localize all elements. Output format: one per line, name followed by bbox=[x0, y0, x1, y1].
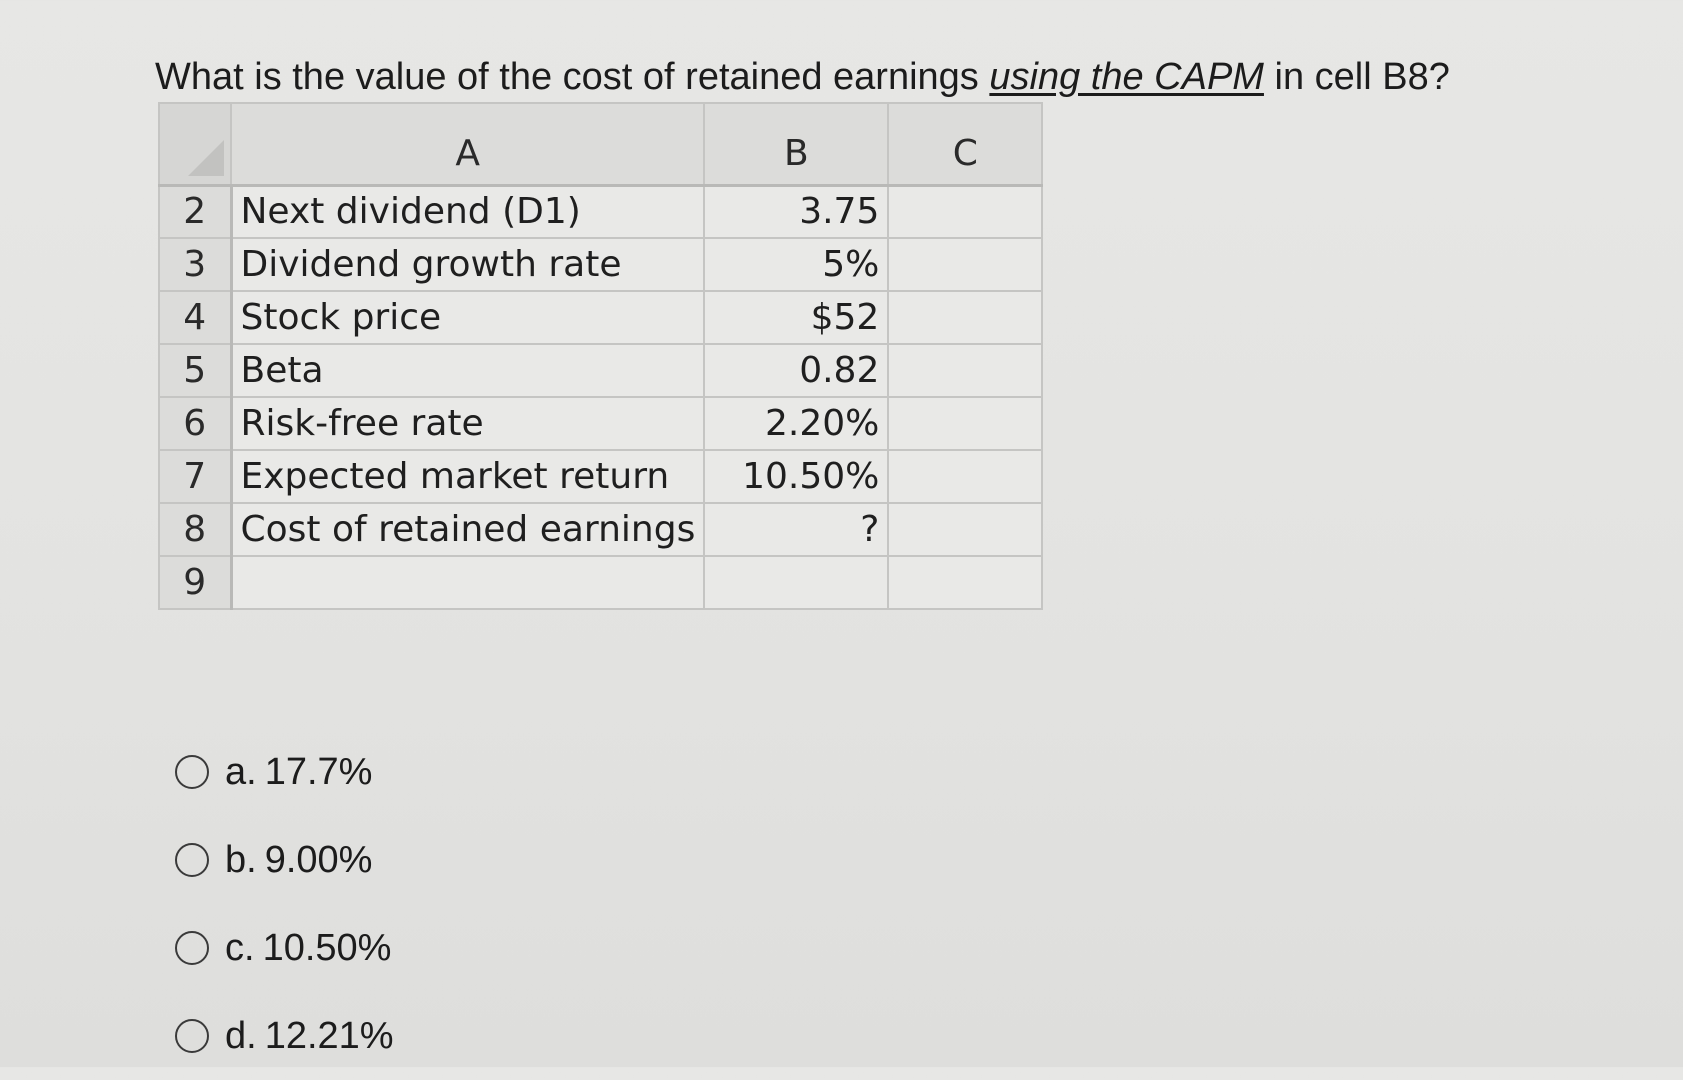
option-text: 10.50% bbox=[262, 926, 392, 969]
cell-c9[interactable] bbox=[887, 555, 1044, 610]
cell-b7[interactable]: 10.50% bbox=[703, 449, 890, 504]
row-number[interactable]: 3 bbox=[158, 237, 233, 292]
option-a[interactable]: a. 17.7% bbox=[175, 728, 394, 816]
cell-b5[interactable]: 0.82 bbox=[703, 343, 890, 398]
cell-a9[interactable] bbox=[229, 555, 706, 610]
cell-b9[interactable] bbox=[703, 555, 890, 610]
spreadsheet-table: A B C 2 Next dividend (D1) 3.75 3 Divide… bbox=[158, 102, 1044, 610]
question-text-end: in cell B8? bbox=[1263, 56, 1450, 98]
cell-c8[interactable] bbox=[887, 502, 1044, 557]
radio-button-icon[interactable] bbox=[175, 931, 209, 965]
cell-c5[interactable] bbox=[887, 343, 1044, 398]
column-header-a[interactable]: A bbox=[229, 102, 706, 187]
answer-options: a. 17.7% b. 9.00% c. 10.50% d. 12.21% bbox=[175, 728, 394, 1080]
column-header-row: A B C bbox=[158, 102, 1044, 187]
cell-b6[interactable]: 2.20% bbox=[703, 396, 890, 451]
select-all-corner[interactable] bbox=[158, 102, 232, 187]
radio-button-icon[interactable] bbox=[175, 843, 209, 877]
row-number[interactable]: 4 bbox=[158, 290, 233, 345]
cell-c4[interactable] bbox=[887, 290, 1044, 345]
cell-b2[interactable]: 3.75 bbox=[703, 184, 890, 239]
option-letter: d. bbox=[225, 1014, 257, 1057]
question-emphasis: using the CAPM bbox=[989, 56, 1264, 98]
option-letter: c. bbox=[225, 926, 255, 969]
option-letter: a. bbox=[225, 750, 257, 793]
column-header-c[interactable]: C bbox=[887, 102, 1044, 187]
row-number[interactable]: 9 bbox=[158, 555, 233, 610]
cell-c2[interactable] bbox=[887, 184, 1044, 239]
table-row: 5 Beta 0.82 bbox=[158, 343, 1044, 398]
cell-a6[interactable]: Risk-free rate bbox=[229, 396, 706, 451]
cell-a2[interactable]: Next dividend (D1) bbox=[229, 184, 706, 239]
cell-a5[interactable]: Beta bbox=[229, 343, 706, 398]
question-text: What is the value of the cost of retaine… bbox=[155, 50, 1450, 104]
table-row: 2 Next dividend (D1) 3.75 bbox=[158, 184, 1044, 239]
option-b[interactable]: b. 9.00% bbox=[175, 816, 394, 904]
table-row: 4 Stock price $52 bbox=[158, 290, 1044, 345]
row-number[interactable]: 8 bbox=[158, 502, 233, 557]
cell-c6[interactable] bbox=[887, 396, 1044, 451]
table-row: 6 Risk-free rate 2.20% bbox=[158, 396, 1044, 451]
option-text: 17.7% bbox=[264, 750, 373, 793]
option-c[interactable]: c. 10.50% bbox=[175, 904, 394, 992]
cell-b4[interactable]: $52 bbox=[703, 290, 890, 345]
table-row: 8 Cost of retained earnings ? bbox=[158, 502, 1044, 557]
cell-a3[interactable]: Dividend growth rate bbox=[229, 237, 706, 292]
row-number[interactable]: 5 bbox=[158, 343, 233, 398]
option-d[interactable]: d. 12.21% bbox=[175, 992, 394, 1080]
cell-c3[interactable] bbox=[887, 237, 1044, 292]
question-text-start: What is the value of the cost of retaine… bbox=[155, 56, 990, 98]
row-number[interactable]: 2 bbox=[158, 184, 233, 239]
option-text: 12.21% bbox=[264, 1014, 394, 1057]
table-row: 9 bbox=[158, 555, 1044, 610]
table-row: 7 Expected market return 10.50% bbox=[158, 449, 1044, 504]
option-text: 9.00% bbox=[264, 838, 373, 881]
cell-a8[interactable]: Cost of retained earnings bbox=[229, 502, 706, 557]
row-number[interactable]: 7 bbox=[158, 449, 233, 504]
cell-b3[interactable]: 5% bbox=[703, 237, 890, 292]
option-letter: b. bbox=[225, 838, 257, 881]
table-row: 3 Dividend growth rate 5% bbox=[158, 237, 1044, 292]
radio-button-icon[interactable] bbox=[175, 755, 209, 789]
cell-a4[interactable]: Stock price bbox=[229, 290, 706, 345]
cell-c7[interactable] bbox=[887, 449, 1044, 504]
row-number[interactable]: 6 bbox=[158, 396, 233, 451]
column-header-b[interactable]: B bbox=[703, 102, 890, 187]
select-all-triangle-icon bbox=[188, 139, 224, 176]
radio-button-icon[interactable] bbox=[175, 1019, 209, 1053]
cell-b8[interactable]: ? bbox=[703, 502, 890, 557]
cell-a7[interactable]: Expected market return bbox=[229, 449, 706, 504]
